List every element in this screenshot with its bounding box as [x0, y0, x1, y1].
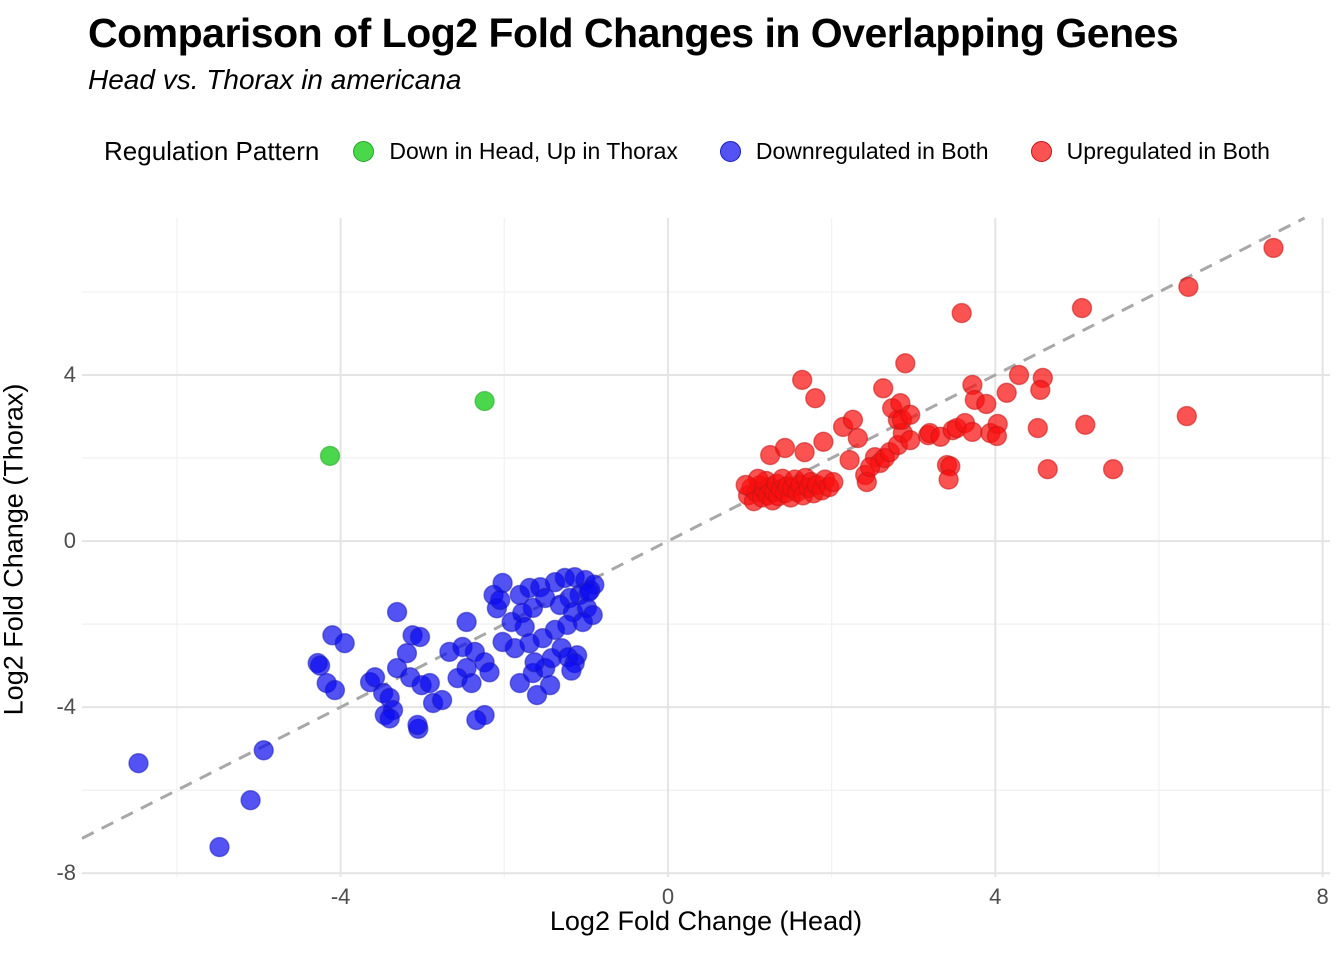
- x-axis-title: Log2 Fold Change (Head): [549, 906, 863, 936]
- data-point: [1102, 459, 1124, 480]
- data-point: [479, 662, 500, 683]
- data-point: [1037, 459, 1058, 480]
- data-point: [1075, 414, 1096, 435]
- data-point: [334, 633, 355, 654]
- data-point: [962, 421, 983, 443]
- x-tick-label: -4: [330, 884, 351, 909]
- data-point: [253, 740, 274, 761]
- data-point: [379, 708, 400, 729]
- data-point: [324, 679, 346, 701]
- data-point: [490, 589, 511, 611]
- chart-title: Comparison of Log2 Fold Changes in Overl…: [88, 10, 1179, 56]
- data-point: [842, 409, 864, 430]
- data-point: [431, 689, 453, 711]
- data-point: [805, 388, 826, 409]
- data-point: [461, 672, 482, 694]
- data-point: [386, 601, 408, 623]
- data-point: [419, 672, 440, 694]
- data-point: [873, 378, 894, 399]
- y-tick-label: -4: [56, 694, 76, 720]
- data-point: [1263, 237, 1284, 259]
- data-point: [1176, 405, 1198, 427]
- data-point: [951, 302, 972, 324]
- data-point: [900, 404, 921, 425]
- x-tick-label: 0: [661, 884, 675, 909]
- data-point: [466, 709, 487, 731]
- y-tick-label: 0: [63, 528, 76, 554]
- x-tick-label: 8: [1316, 884, 1329, 909]
- data-point: [492, 631, 513, 653]
- data-point: [976, 393, 997, 415]
- data-point: [319, 445, 341, 467]
- data-point: [456, 611, 477, 633]
- data-point: [813, 431, 834, 452]
- data-point: [578, 581, 599, 603]
- data-point: [1027, 417, 1049, 439]
- identity-dashed-line: [81, 216, 1306, 840]
- green-dot-icon: [353, 141, 375, 162]
- legend: Regulation Pattern Down in Head, Up in T…: [104, 136, 1270, 167]
- data-point: [895, 353, 916, 374]
- data-point: [240, 790, 261, 811]
- legend-label: Downregulated in Both: [755, 138, 989, 164]
- data-point: [938, 469, 959, 490]
- legend-item-upregulated-both: Upregulated in Both: [1030, 138, 1270, 165]
- data-point: [561, 660, 582, 681]
- x-tick-label: 4: [989, 884, 1002, 909]
- blue-dot-icon: [719, 141, 741, 162]
- legend-label: Upregulated in Both: [1066, 138, 1270, 164]
- data-point: [859, 456, 881, 478]
- data-point: [823, 471, 844, 493]
- red-dot-icon: [1030, 141, 1052, 162]
- data-point: [364, 667, 386, 688]
- data-point: [128, 753, 149, 774]
- legend-title: Regulation Pattern: [104, 136, 320, 166]
- data-point: [1071, 297, 1093, 319]
- y-axis-title: Log2 Fold Change (Thorax): [0, 383, 29, 716]
- data-point: [792, 369, 813, 391]
- data-point: [1030, 379, 1051, 401]
- legend-label: Down in Head, Up in Thorax: [389, 138, 678, 164]
- data-point: [309, 655, 331, 676]
- data-point: [839, 449, 860, 471]
- data-point: [474, 390, 495, 412]
- data-point: [774, 437, 796, 459]
- data-point: [996, 382, 1017, 403]
- y-tick-label: 4: [63, 361, 76, 387]
- data-point: [209, 836, 230, 858]
- data-point: [407, 714, 428, 736]
- chart-subtitle: Head vs. Thorax in americana: [88, 64, 462, 95]
- data-point: [986, 425, 1008, 447]
- data-point: [900, 430, 921, 451]
- data-point: [1178, 276, 1199, 298]
- data-point: [492, 572, 513, 594]
- data-point: [735, 474, 756, 496]
- data-point: [409, 626, 431, 648]
- data-point: [524, 652, 545, 673]
- legend-item-down-head-up-thorax: Down in Head, Up in Thorax: [353, 138, 678, 165]
- data-point: [539, 675, 561, 696]
- legend-item-downregulated-both: Downregulated in Both: [719, 138, 989, 165]
- data-point: [1008, 364, 1030, 386]
- data-point: [794, 442, 815, 463]
- y-tick-label: -8: [56, 860, 76, 886]
- data-point: [847, 427, 868, 449]
- data-point: [396, 643, 418, 664]
